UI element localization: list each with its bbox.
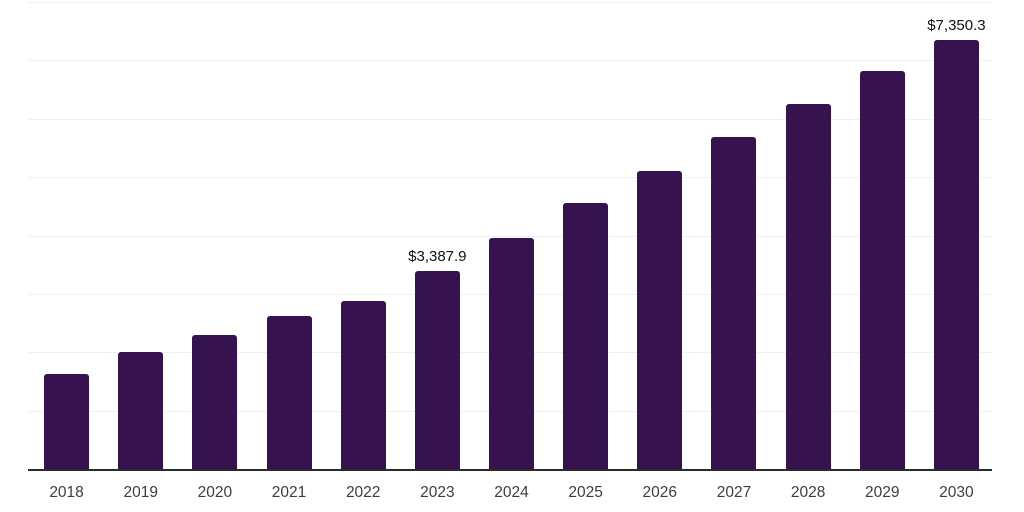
data-label-2023: $3,387.9 xyxy=(408,248,467,266)
x-tick-label-2025: 2025 xyxy=(568,484,603,501)
bar-2019 xyxy=(118,351,164,469)
x-tick-label-2030: 2030 xyxy=(939,484,974,501)
bar-2022 xyxy=(340,300,386,469)
x-tick-label-2022: 2022 xyxy=(345,484,381,501)
data-label-2030: $7,350.3 xyxy=(927,16,986,34)
bar-2024 xyxy=(489,238,534,469)
x-tick-label-2021: 2021 xyxy=(271,484,307,501)
x-tick-label-2029: 2029 xyxy=(865,484,900,501)
bar-2018 xyxy=(44,374,90,469)
bar-2023 xyxy=(414,271,460,469)
x-tick-label-2024: 2024 xyxy=(494,484,529,501)
bar-2028 xyxy=(785,104,831,469)
bar-2021 xyxy=(266,315,312,469)
x-tick-label-2023: 2023 xyxy=(420,484,455,501)
gridline-5000 xyxy=(28,177,992,178)
bar-2026 xyxy=(637,170,683,469)
gridline-4000 xyxy=(28,236,992,237)
x-tick-label-2027: 2027 xyxy=(716,484,752,501)
bar-2027 xyxy=(711,137,757,469)
x-tick-label-2026: 2026 xyxy=(642,484,678,501)
x-tick-label-2028: 2028 xyxy=(790,484,826,501)
bar-2025 xyxy=(563,203,609,469)
gridline-8000 xyxy=(28,2,992,3)
bar-2030 xyxy=(933,39,979,469)
x-tick-label-2018: 2018 xyxy=(49,484,84,501)
x-tick-label-2019: 2019 xyxy=(123,484,158,501)
gridline-6000 xyxy=(28,119,992,120)
x-tick-label-2020: 2020 xyxy=(197,484,233,501)
x-axis-line xyxy=(28,469,992,471)
bar-2020 xyxy=(192,335,238,469)
gridline-7000 xyxy=(28,60,992,61)
bar-2029 xyxy=(859,70,905,469)
